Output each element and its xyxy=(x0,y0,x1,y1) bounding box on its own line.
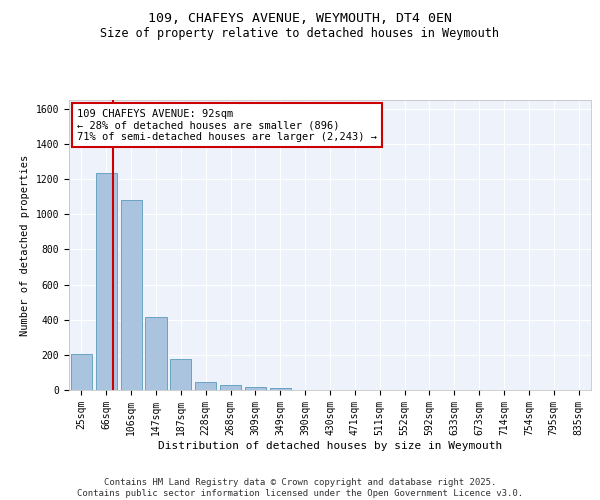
Bar xyxy=(220,386,241,390)
Bar xyxy=(245,387,266,390)
Text: 109, CHAFEYS AVENUE, WEYMOUTH, DT4 0EN: 109, CHAFEYS AVENUE, WEYMOUTH, DT4 0EN xyxy=(148,12,452,26)
Bar xyxy=(96,173,117,390)
Bar xyxy=(145,317,167,390)
Bar xyxy=(195,382,216,390)
X-axis label: Distribution of detached houses by size in Weymouth: Distribution of detached houses by size … xyxy=(158,440,502,450)
Text: Size of property relative to detached houses in Weymouth: Size of property relative to detached ho… xyxy=(101,28,499,40)
Text: 109 CHAFEYS AVENUE: 92sqm
← 28% of detached houses are smaller (896)
71% of semi: 109 CHAFEYS AVENUE: 92sqm ← 28% of detac… xyxy=(77,108,377,142)
Bar xyxy=(170,358,191,390)
Text: Contains HM Land Registry data © Crown copyright and database right 2025.
Contai: Contains HM Land Registry data © Crown c… xyxy=(77,478,523,498)
Bar xyxy=(121,200,142,390)
Bar xyxy=(270,388,291,390)
Y-axis label: Number of detached properties: Number of detached properties xyxy=(20,154,30,336)
Bar xyxy=(71,354,92,390)
